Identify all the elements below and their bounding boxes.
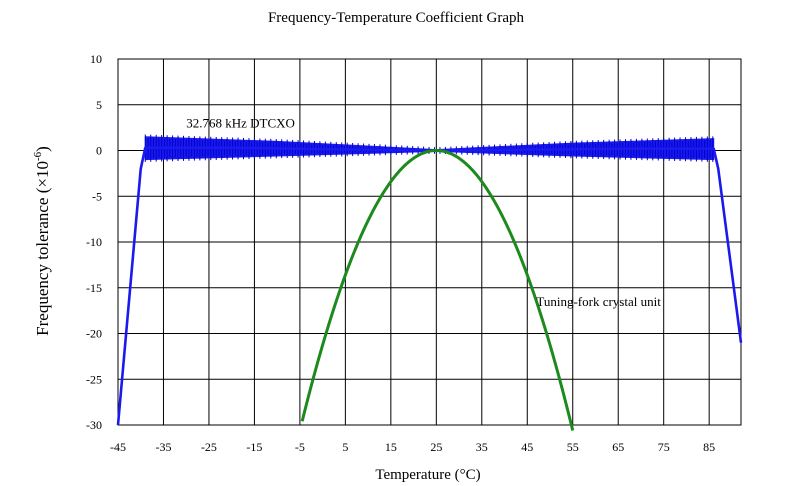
y-tick-label: -20 (86, 327, 102, 341)
y-tick-label: -25 (86, 372, 102, 386)
x-axis-label: Temperature (°C) (375, 467, 480, 483)
x-tick-label: -5 (295, 440, 305, 454)
y-axis-label-close: ) (33, 146, 52, 152)
x-tick-label: 75 (658, 440, 670, 454)
x-tick-label: -45 (110, 440, 126, 454)
x-tick-label: -35 (155, 440, 171, 454)
x-tick-labels: -45 -35 -25 -15 -5 5 15 25 35 45 55 65 75 85 (110, 440, 715, 454)
x-tick-label: 85 (703, 440, 715, 454)
chart-title: Frequency-Temperature Coefficient Graph (268, 10, 525, 26)
y-tick-label: -30 (86, 418, 102, 432)
y-tick-label: -15 (86, 281, 102, 295)
plot-frame (117, 58, 742, 426)
x-tick-label: 35 (476, 440, 488, 454)
annotation-tuning-fork: Tuning-fork crystal unit (536, 294, 661, 309)
x-tick-label: 65 (612, 440, 624, 454)
y-axis-label-superscript: -6 (32, 151, 44, 161)
series-layer (116, 134, 743, 431)
y-axis-label-main: Frequency tolerance (×10 (33, 161, 52, 336)
y-tick-label: -5 (92, 189, 102, 203)
y-axis-label: Frequency tolerance (×10-6) (32, 146, 52, 336)
y-tick-label: 0 (96, 144, 102, 158)
x-tick-label: 15 (385, 440, 397, 454)
x-tick-label: -25 (201, 440, 217, 454)
y-tick-label: 5 (96, 98, 102, 112)
dtcxo-line (116, 146, 743, 426)
x-tick-label: -15 (246, 440, 262, 454)
horizontal-gridlines (118, 58, 741, 426)
y-tick-label: 10 (90, 52, 102, 66)
x-tick-label: 5 (342, 440, 348, 454)
y-tick-labels: 10 5 0 -5 -10 -15 -20 -25 -30 (86, 52, 102, 432)
y-tick-label: -10 (86, 235, 102, 249)
x-tick-label: 55 (567, 440, 579, 454)
annotation-dtcxo: 32.768 kHz DTCXO (186, 116, 295, 131)
x-tick-label: 45 (521, 440, 533, 454)
x-tick-label: 25 (430, 440, 442, 454)
tuning-fork-line (300, 149, 575, 431)
